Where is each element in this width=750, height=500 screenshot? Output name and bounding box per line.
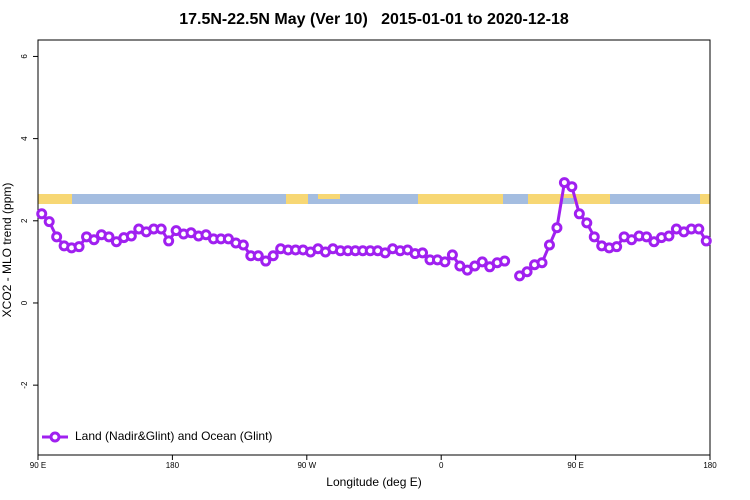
data-point — [446, 249, 458, 261]
data-point — [700, 235, 712, 247]
land-patch — [418, 194, 503, 204]
data-point — [543, 239, 555, 251]
data-point — [573, 208, 585, 220]
data-point — [260, 255, 272, 267]
x-tick-label: 90 E — [567, 461, 583, 470]
data-point — [581, 217, 593, 229]
data-point — [252, 250, 264, 262]
legend: Land (Nadir&Glint) and Ocean (Glint) — [42, 429, 272, 443]
plot-frame — [37, 39, 711, 456]
data-point — [51, 231, 63, 243]
data-point — [125, 230, 137, 242]
x-tick-label: 0 — [439, 461, 444, 470]
chart-title: 17.5N-22.5N May (Ver 10) 2015-01-01 to 2… — [179, 11, 569, 28]
data-point — [103, 231, 115, 243]
data-point — [611, 241, 623, 253]
data-point — [536, 257, 548, 269]
y-axis-title: XCO2 - MLO trend (ppm) — [0, 183, 14, 318]
y-tick-label: 4 — [20, 136, 29, 141]
data-point — [499, 255, 511, 267]
data-point — [36, 208, 48, 220]
data-point — [566, 181, 578, 193]
data-point — [155, 223, 167, 235]
x-tick-label: 180 — [166, 461, 180, 470]
data-point — [88, 234, 100, 246]
data-point — [476, 256, 488, 268]
data-point — [73, 241, 85, 253]
x-tick-label: 90 E — [30, 461, 46, 470]
x-tick-label: 180 — [703, 461, 717, 470]
data-point — [641, 231, 653, 243]
y-tick-label: 2 — [20, 218, 29, 223]
y-tick-label: -2 — [20, 381, 29, 389]
y-tick-label: 0 — [20, 300, 29, 305]
land-patch — [38, 194, 72, 204]
land-ocean-strip — [38, 194, 710, 204]
y-tick-label: 6 — [20, 54, 29, 59]
data-point — [267, 250, 279, 262]
legend-label: Land (Nadir&Glint) and Ocean (Glint) — [75, 429, 272, 443]
data-point — [663, 230, 675, 242]
data-point — [693, 223, 705, 235]
data-point — [551, 222, 563, 234]
data-point — [521, 266, 533, 278]
x-axis-title: Longitude (deg E) — [326, 475, 421, 489]
data-point — [237, 239, 249, 251]
legend-marker — [49, 431, 61, 443]
data-point — [43, 216, 55, 228]
land-patch — [700, 194, 710, 204]
ocean-patch — [560, 198, 574, 204]
data-point — [163, 235, 175, 247]
data-point — [439, 256, 451, 268]
land-patch — [318, 194, 340, 199]
data-point — [417, 247, 429, 259]
data-point — [588, 231, 600, 243]
ocean-strip — [38, 194, 710, 204]
land-patch — [286, 194, 308, 204]
x-tick-label: 90 W — [297, 461, 316, 470]
